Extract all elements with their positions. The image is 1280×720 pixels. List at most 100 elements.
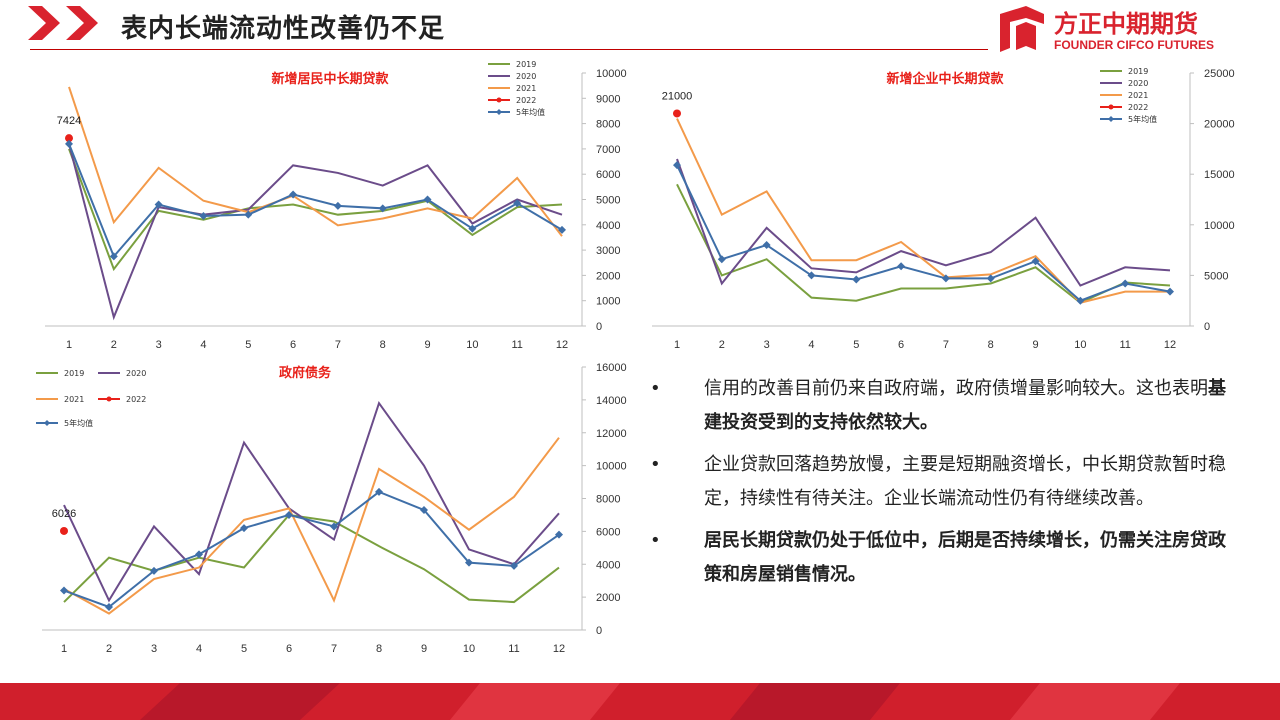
avg-point (1121, 279, 1130, 288)
x-tick-label: 10 (1074, 339, 1086, 351)
avg-point (150, 566, 158, 575)
x-tick-label: 1 (61, 643, 67, 655)
chart-title: 新增企业中长期贷款 (886, 71, 1004, 87)
x-tick-label: 2 (719, 339, 725, 351)
bullet-text-bold: 基建投资受到的支持依然较大。 (704, 378, 1226, 433)
legend-marker (44, 420, 50, 426)
title-divider (30, 49, 988, 50)
x-tick-label: 5 (245, 339, 251, 351)
y-tick-label: 4000 (596, 220, 620, 232)
x-tick-label: 4 (196, 643, 202, 655)
x-tick-label: 6 (290, 339, 296, 351)
y-tick-label: 10000 (596, 68, 627, 80)
avg-point (1166, 287, 1174, 296)
y-tick-label: 14000 (596, 395, 627, 407)
legend-label: 2021 (516, 84, 536, 93)
y-tick-label: 6000 (596, 526, 620, 538)
avg-point (65, 139, 73, 148)
x-tick-label: 3 (764, 339, 770, 351)
household-svg: 0 1000 2000 3000 4000 5000 6000 7000 8000 9000 100… (45, 60, 627, 351)
x-tick-label: 9 (421, 643, 427, 655)
avg-point (555, 530, 563, 539)
chart-household-loans: 0 1000 2000 3000 4000 5000 6000 7000 8000 9000 100… (0, 58, 650, 358)
data-label-2022: 7424 (57, 115, 81, 127)
avg-point (1031, 257, 1040, 266)
avg-point (60, 586, 68, 595)
bullet-dot-icon: • (650, 378, 661, 399)
x-tick-label: 12 (553, 643, 565, 655)
x-tick-label: 10 (463, 643, 475, 655)
y-tick-label: 4000 (596, 559, 620, 571)
x-tick-label: 8 (988, 339, 994, 351)
logo-text-cn: 方正中期期货 (1054, 10, 1198, 38)
x-tick-label: 11 (1119, 339, 1130, 351)
legend-label: 2022 (516, 96, 536, 105)
x-tick-label: 6 (898, 339, 904, 351)
point-2022 (60, 526, 68, 535)
x-tick-label: 6 (286, 643, 292, 655)
avg-point (465, 558, 473, 567)
y-tick-label: 3000 (596, 245, 620, 257)
avg-point (375, 487, 383, 496)
y-tick-label: 0 (1204, 321, 1210, 333)
x-tick-label: 9 (424, 339, 430, 351)
x-tick-label: 7 (335, 339, 341, 351)
avg-point (762, 241, 771, 250)
x-tick-label: 10 (466, 339, 478, 351)
legend-marker (496, 97, 502, 103)
bullet-dot-icon: • (650, 454, 661, 475)
legend-marker (106, 396, 112, 402)
avg-point (510, 561, 518, 570)
avg-point (289, 190, 298, 199)
y-tick-label: 20000 (1204, 119, 1235, 131)
avg-point (378, 204, 387, 213)
legend-label: 2020 (516, 72, 536, 81)
series-line-5年均值 (63, 490, 560, 609)
x-tick-label: 2 (106, 643, 112, 655)
avg-point (897, 262, 906, 271)
y-tick-label: 10000 (596, 461, 627, 473)
avg-point (986, 274, 995, 283)
legend-marker (1108, 104, 1114, 110)
y-tick-label: 10000 (1204, 220, 1235, 232)
x-tick-label: 8 (376, 643, 382, 655)
avg-point (423, 195, 432, 204)
avg-point (941, 274, 950, 283)
chart-title: 政府债务 (279, 365, 332, 381)
y-tick-label: 9000 (596, 93, 620, 105)
y-tick-label: 2000 (596, 270, 620, 282)
x-tick-label: 11 (511, 339, 522, 351)
avg-point (420, 506, 428, 515)
legend-label: 5年均值 (64, 418, 93, 428)
bullet-item: • 居民长期贷款仍处于低位中，后期是否持续增长，仍需关注房贷政策和房屋销售情况。 (650, 524, 1240, 592)
avg-point (468, 224, 477, 233)
avg-point (807, 271, 816, 280)
x-tick-label: 8 (380, 339, 386, 351)
legend-label: 5年均值 (516, 107, 545, 117)
bullet-text-bold: 居民长期贷款仍处于低位中，后期是否持续增长，仍需关注房贷政策和房屋销售情况。 (704, 530, 1226, 585)
company-logo: 方正中期期货 FOUNDER CIFCO FUTURES (996, 4, 1256, 54)
y-tick-label: 25000 (1204, 68, 1235, 80)
avg-point (513, 199, 522, 208)
footer-band (0, 683, 1280, 720)
x-tick-label: 5 (241, 643, 247, 655)
x-tick-label: 2 (111, 339, 117, 351)
avg-point (199, 211, 208, 220)
logo-mark-icon (1000, 6, 1044, 52)
data-label-2022: 21000 (662, 90, 693, 102)
avg-point (1076, 296, 1085, 305)
legend-label: 2021 (64, 395, 84, 404)
avg-point (240, 524, 248, 533)
bullet-dot-icon: • (650, 530, 661, 551)
legend-label: 2022 (1128, 103, 1148, 112)
series-line-5年均值 (68, 143, 563, 259)
avg-point (109, 252, 118, 261)
avg-point (330, 522, 338, 531)
y-tick-label: 7000 (596, 144, 620, 156)
point-2022 (673, 109, 681, 118)
series-line-2019 (676, 183, 1171, 304)
avg-point (852, 275, 861, 284)
avg-point (717, 255, 726, 264)
x-tick-label: 1 (674, 339, 680, 351)
